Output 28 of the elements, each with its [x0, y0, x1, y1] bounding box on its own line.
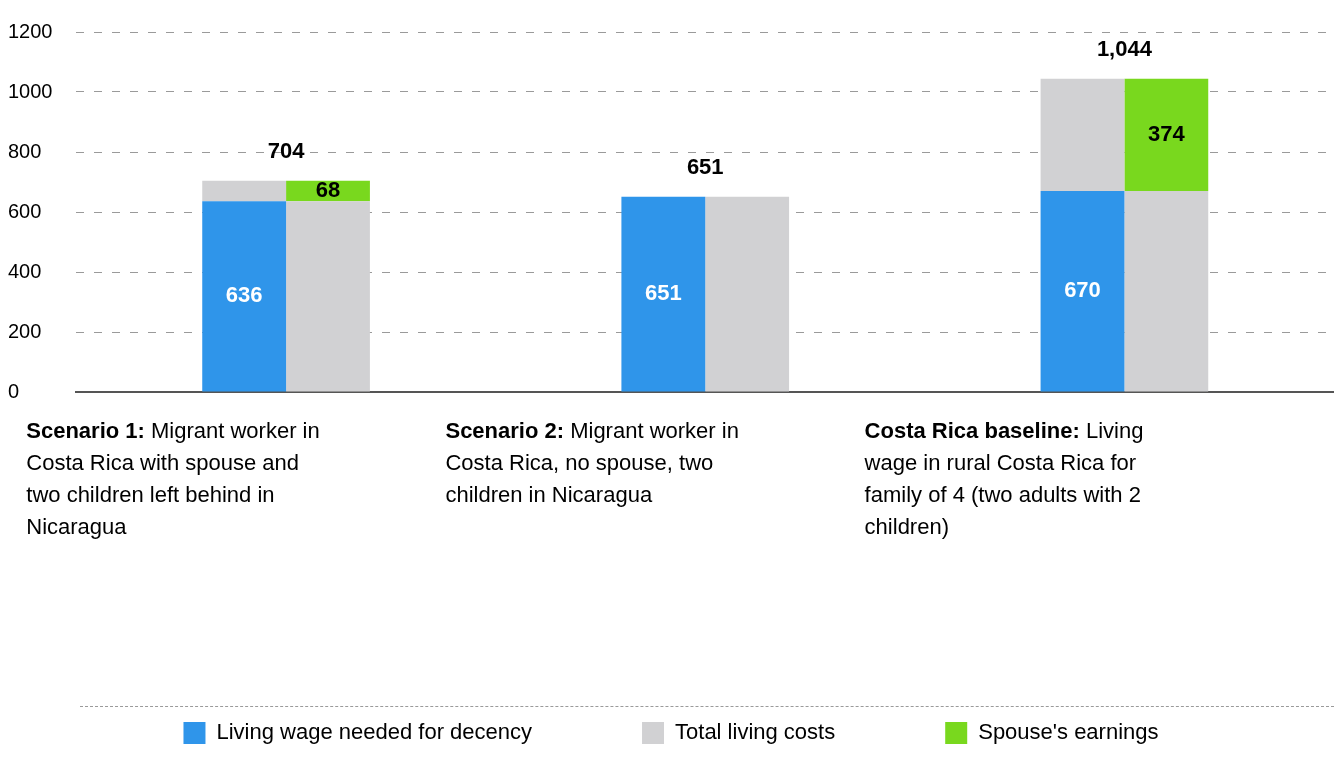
- bar: [705, 196, 790, 392]
- data-label: 374: [1147, 120, 1186, 146]
- total-label: 704: [267, 137, 306, 163]
- bar: [1124, 78, 1209, 191]
- bar: [621, 196, 706, 392]
- category-label: Costa Rica baseline: Living wage in rural Costa Rica for family of 4 (two adults with 2 children): [864, 418, 1144, 539]
- bar: [1040, 191, 1125, 392]
- data-label: 636: [225, 282, 263, 308]
- y-tick-label: 600: [8, 199, 42, 222]
- y-tick-label: 800: [8, 139, 42, 162]
- data-label: 68: [315, 177, 341, 203]
- y-tick-label: 400: [8, 259, 42, 282]
- legend-label: Spouse's earnings: [978, 719, 1159, 745]
- total-label: 1,044: [1096, 35, 1153, 61]
- category-label: Scenario 1: Migrant worker in Costa Rica with spouse and two children left behind in Nicaragua: [26, 418, 320, 539]
- category-label: Scenario 2: Migrant worker in Costa Rica, no spouse, two children in Nicaragua: [445, 418, 739, 507]
- data-label: 670: [1064, 277, 1101, 303]
- legend-label: Living wage needed for decency: [216, 719, 533, 745]
- y-tick-label: 1200: [8, 19, 53, 42]
- y-tick-label: 0: [8, 379, 20, 402]
- data-label: 651: [644, 280, 682, 306]
- y-tick-label: 200: [8, 319, 42, 342]
- bar: [286, 201, 370, 392]
- bar: [202, 201, 287, 392]
- bar: [1124, 191, 1209, 392]
- y-tick-label: 1000: [8, 79, 53, 102]
- legend-label: Total living costs: [675, 719, 836, 745]
- total-label: 651: [686, 153, 724, 179]
